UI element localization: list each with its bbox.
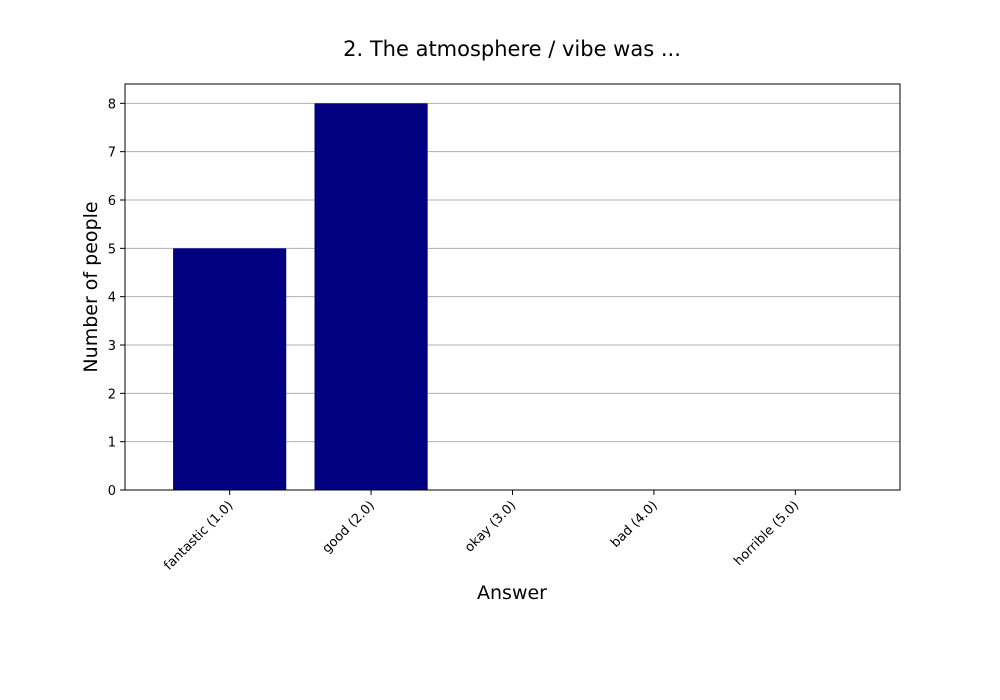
x-tick-label: bad (4.0) <box>608 498 661 551</box>
bars <box>173 103 428 490</box>
y-tick-label: 5 <box>108 242 116 257</box>
y-tick-label: 6 <box>108 194 116 209</box>
x-tick-label: okay (3.0) <box>462 498 519 555</box>
bar-1 <box>173 248 287 490</box>
y-tick-label: 7 <box>108 146 116 161</box>
y-tick-label: 2 <box>108 387 116 402</box>
x-axis-label: Answer <box>477 582 547 604</box>
chart-title: 2. The atmosphere / vibe was ... <box>343 37 681 61</box>
y-tick-label: 4 <box>108 291 116 306</box>
x-tick-label: good (2.0) <box>320 498 378 556</box>
x-tick-label: horrible (5.0) <box>731 498 802 569</box>
y-tick-label: 1 <box>108 436 116 451</box>
y-tick-label: 3 <box>108 339 116 354</box>
x-axis-ticks: fantastic (1.0) good (2.0) okay (3.0) bad (… <box>161 490 802 573</box>
y-tick-label: 0 <box>108 484 116 499</box>
bar-2 <box>314 103 428 490</box>
x-tick-label: fantastic (1.0) <box>161 498 236 573</box>
y-axis-label: Number of people <box>80 201 102 372</box>
y-axis-ticks: 0 1 2 3 4 5 6 7 8 <box>108 97 125 499</box>
y-tick-label: 8 <box>108 97 116 112</box>
